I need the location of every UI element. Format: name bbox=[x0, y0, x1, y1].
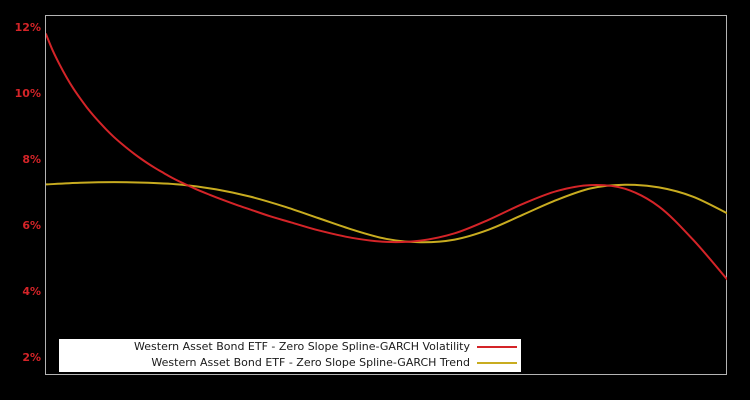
y-axis-tick-label: 4% bbox=[22, 285, 41, 299]
legend-color-swatch bbox=[477, 362, 517, 364]
legend-entry-label: Western Asset Bond ETF - Zero Slope Spli… bbox=[134, 340, 470, 353]
y-axis-tick-label: 12% bbox=[14, 21, 41, 35]
y-axis-tick-label: 6% bbox=[22, 219, 41, 233]
y-axis-tick-label: 10% bbox=[14, 87, 41, 101]
legend-color-swatch bbox=[477, 346, 517, 348]
legend-entry-label: Western Asset Bond ETF - Zero Slope Spli… bbox=[151, 356, 470, 369]
y-axis-tick-label: 8% bbox=[22, 153, 41, 167]
legend-entry[interactable]: Western Asset Bond ETF - Zero Slope Spli… bbox=[59, 339, 521, 355]
legend-entry[interactable]: Western Asset Bond ETF - Zero Slope Spli… bbox=[59, 355, 521, 371]
y-axis-tick-labels: 12% 10% 8% 6% 4% 2% bbox=[0, 0, 41, 400]
plot-border bbox=[45, 15, 727, 375]
series-line bbox=[46, 181, 727, 244]
series-layer bbox=[46, 33, 727, 281]
y-axis-tick-label: 2% bbox=[22, 351, 41, 365]
series-line bbox=[46, 33, 727, 281]
chart-legend[interactable]: Western Asset Bond ETF - Zero Slope Spli… bbox=[59, 339, 521, 372]
